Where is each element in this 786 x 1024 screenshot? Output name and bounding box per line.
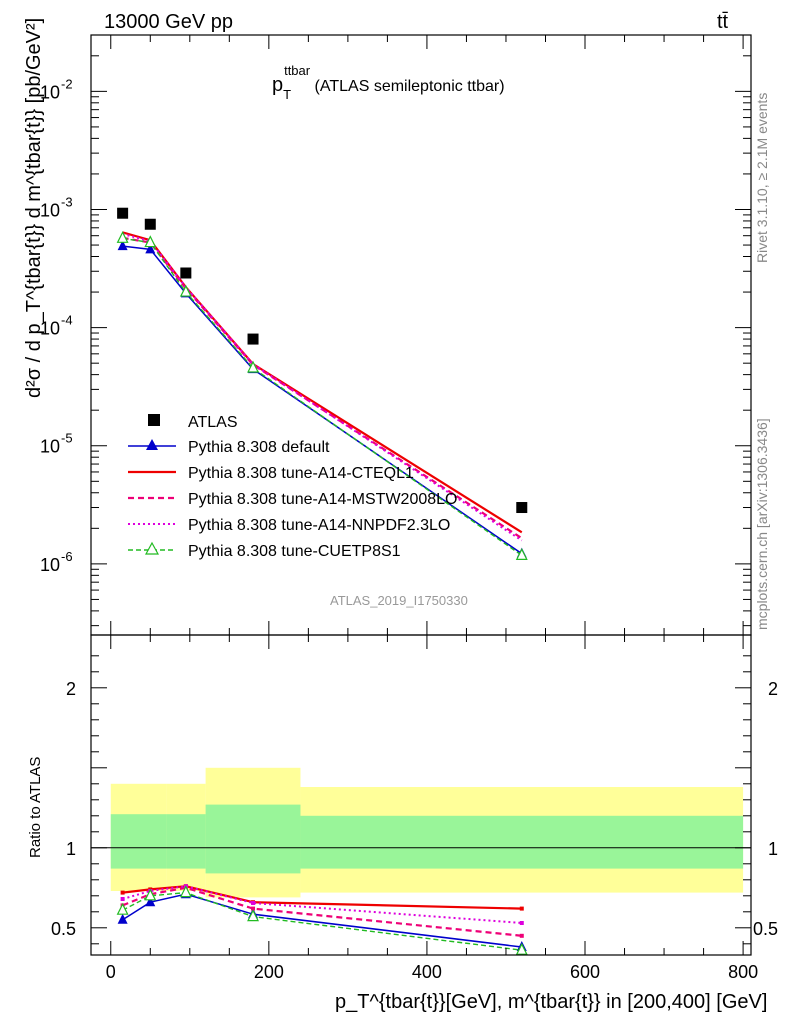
main-point-5-2 (179, 284, 192, 297)
y-tick-label-ratio: 0.5 (51, 919, 76, 939)
main-point-5-3 (247, 360, 260, 373)
ratio-point-2-4 (519, 933, 524, 938)
y-tick-label-main-exp: -3 (61, 194, 73, 209)
ratio-bands (91, 767, 751, 898)
ratio-point-1-0 (120, 890, 125, 895)
main-point-5-1 (144, 235, 157, 248)
y-tick-label-ratio: 2 (66, 679, 76, 699)
legend-cuetp-label: Pythia 8.308 tune-CUETP8S1 (188, 543, 401, 560)
y-tick-label-main: 10 (40, 555, 60, 575)
ratio-point-4-0 (116, 902, 129, 915)
y-tick-label-main: 10 (40, 319, 60, 339)
ratio-point-4-2 (179, 885, 192, 898)
ratio-point-3-3 (251, 901, 256, 905)
atlas-point-3 (247, 333, 259, 345)
process-label: tt̄ (717, 11, 729, 33)
ratio-point-4-1 (144, 888, 157, 901)
atlas-point-4 (516, 502, 528, 514)
legend: ATLAS Pythia 8.308 default Pythia 8.308 … (128, 414, 457, 560)
ratio-frame (90, 634, 752, 956)
stat-band-1 (166, 814, 206, 869)
main-point-1-0 (117, 240, 128, 251)
x-axis-label: p_T^{tbar{t}}[GeV], m^{tbar{t}} in [200,… (335, 991, 767, 1013)
rivet-label: Rivet 3.1.10, ≥ 2.1M events (754, 93, 770, 263)
legend-cteql1-label: Pythia 8.308 tune-A14-CTEQL1 (188, 465, 414, 482)
main-point-5-0 (116, 230, 129, 243)
legend-default-marker (146, 439, 158, 450)
x-tick-label: 800 (728, 962, 758, 982)
atlas-point-1 (144, 218, 156, 230)
main-point-5-4 (515, 548, 528, 560)
ratio-point-2-3 (251, 906, 256, 911)
legend-atlas-label: ATLAS (188, 414, 238, 431)
ratio-point-1-4 (519, 906, 524, 911)
stat-band-2 (205, 804, 301, 874)
x-tick-label: 400 (412, 962, 442, 982)
atlas-point-2 (180, 267, 192, 279)
analysis-tag: ATLAS_2019_I1750330 (330, 593, 468, 608)
y-tick-label-ratio-right: 0.5 (753, 919, 778, 939)
y-tick-label-main-exp: -2 (61, 76, 73, 91)
axes (90, 34, 752, 956)
x-tick-label: 0 (106, 962, 116, 982)
y-tick-label-ratio-right: 1 (768, 839, 778, 859)
mcplots-label: mcplots.cern.ch [arXiv:1306.3436] (754, 418, 770, 630)
y-tick-label-main: 10 (40, 200, 60, 220)
main-ylabel: d²σ / d p_T^{tbar{t}} d m^{tbar{t}} [pb/… (23, 18, 45, 398)
main-point-1-1 (145, 243, 156, 254)
ratio-ylabel: Ratio to ATLAS (27, 757, 44, 858)
ratio-point-0-0 (117, 913, 128, 924)
ratio-point-0-1 (145, 896, 156, 907)
ratio-point-3-4 (519, 921, 524, 925)
panel-title: pTttbar (ATLAS semileptonic ttbar) (272, 63, 505, 102)
x-tick-label: 200 (254, 962, 284, 982)
legend-cuetp-marker (144, 541, 160, 555)
y-tick-label-ratio: 1 (66, 839, 76, 859)
legend-atlas-marker (148, 414, 160, 426)
legend-mstw-label: Pythia 8.308 tune-A14-MSTW2008LO (188, 491, 457, 508)
ratio-point-4-3 (247, 909, 260, 922)
y-tick-label-main-exp: -5 (61, 431, 73, 446)
legend-default-label: Pythia 8.308 default (188, 439, 330, 456)
ratio-line-0 (122, 893, 522, 948)
legend-nnpdf-label: Pythia 8.308 tune-A14-NNPDF2.3LO (188, 517, 450, 534)
stat-band-3 (300, 815, 744, 869)
energy-label: 13000 GeV pp (104, 11, 233, 33)
x-tick-label: 600 (570, 962, 600, 982)
y-tick-label-main: 10 (40, 437, 60, 457)
y-tick-label-main: 10 (40, 82, 60, 102)
y-tick-label-main-exp: -4 (61, 313, 73, 328)
ratio-series (116, 884, 528, 955)
ratio-line-4 (122, 891, 522, 951)
ratio-point-4-4 (515, 942, 528, 955)
atlas-point-0 (117, 207, 129, 219)
y-tick-label-ratio-right: 2 (768, 679, 778, 699)
y-tick-label-main-exp: -6 (61, 549, 73, 564)
stat-band-0 (110, 814, 167, 869)
ratio-point-3-0 (120, 897, 125, 901)
main-series (116, 207, 528, 560)
